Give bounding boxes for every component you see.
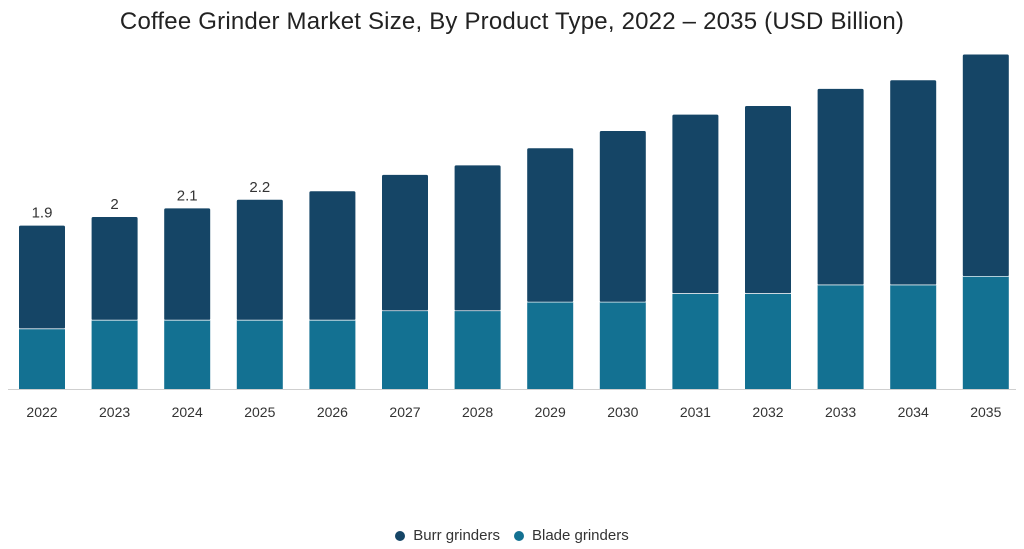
x-tick-label-2034: 2034 [898,404,929,420]
bar-blade-grinders-2031 [672,293,719,389]
x-tick-label-2035: 2035 [970,404,1001,420]
bar-blade-grinders-2029 [527,302,574,389]
bar-burr-grinders-2033 [817,88,864,285]
legend-item-blade-grinders: Blade grinders [513,527,629,544]
legend-marker-blade-grinders [513,530,524,541]
bar-burr-grinders-2032 [745,106,791,294]
bar-burr-grinders-2029 [527,148,574,303]
x-tick-label-2033: 2033 [825,404,856,420]
bar-blade-grinders-2026 [309,320,356,389]
bar-blade-grinders-2030 [599,302,646,389]
legend-label-burr-grinders: Burr grinders [413,527,500,544]
bar-blade-grinders-2035 [962,276,1009,389]
x-tick-label-2032: 2032 [752,404,783,420]
bar-burr-grinders-2023 [91,217,138,321]
x-tick-label-2027: 2027 [389,404,420,420]
data-label-2022: 1.9 [32,205,53,222]
bar-blade-grinders-2027 [382,310,428,389]
bar-blade-grinders-2024 [164,320,211,389]
bar-blade-grinders-2028 [454,310,501,389]
bar-blade-grinders-2023 [91,320,138,389]
x-tick-label-2031: 2031 [680,404,711,420]
data-label-2024: 2.1 [177,187,198,204]
x-tick-label-2022: 2022 [26,404,57,420]
data-label-2025: 2.2 [249,179,270,196]
bar-burr-grinders-2022 [19,225,65,329]
bar-burr-grinders-2027 [382,174,428,311]
x-tick-label-2030: 2030 [607,404,638,420]
bar-blade-grinders-2032 [745,293,791,389]
bar-burr-grinders-2026 [309,191,356,321]
data-label-2023: 2 [110,196,118,213]
bar-blade-grinders-2034 [890,284,937,389]
x-tick-label-2029: 2029 [535,404,566,420]
bar-burr-grinders-2031 [672,114,719,294]
x-tick-label-2024: 2024 [172,404,203,420]
x-tick-label-2025: 2025 [244,404,275,420]
chart-title: Coffee Grinder Market Size, By Product T… [119,8,905,35]
bar-blade-grinders-2033 [817,284,864,389]
legend-item-burr-grinders: Burr grinders [395,527,500,544]
x-tick-label-2023: 2023 [99,404,130,420]
bar-blade-grinders-2022 [19,328,65,389]
bar-blade-grinders-2025 [236,320,283,389]
bar-burr-grinders-2025 [236,199,283,321]
bar-burr-grinders-2028 [454,165,501,311]
x-tick-label-2028: 2028 [462,404,493,420]
bar-burr-grinders-2030 [599,131,646,303]
x-tick-label-2026: 2026 [317,404,348,420]
legend-marker-burr-grinders [395,530,406,541]
legend-label-blade-grinders: Blade grinders [531,527,629,544]
bar-burr-grinders-2035 [962,54,1009,277]
legend: Burr grinders Blade grinders [0,527,1024,544]
bar-burr-grinders-2034 [890,80,937,285]
bar-burr-grinders-2024 [164,208,211,321]
